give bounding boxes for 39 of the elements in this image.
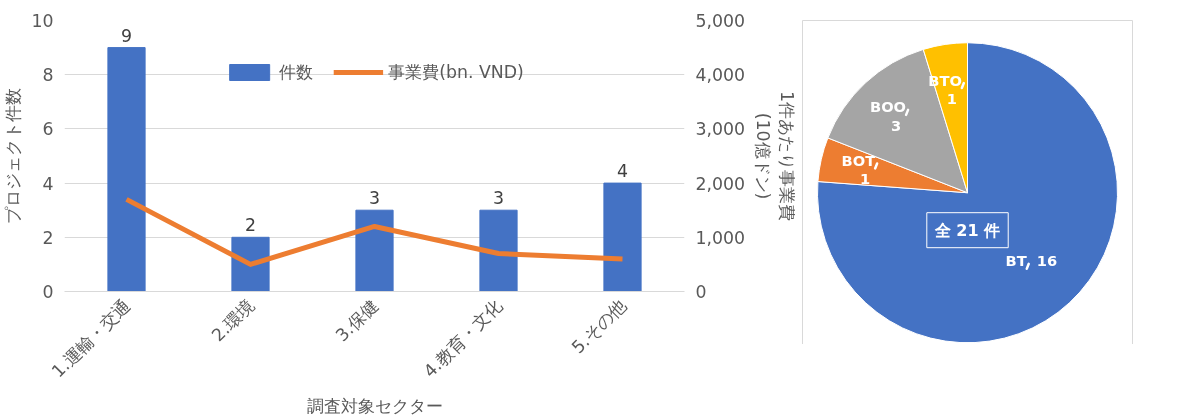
legend-label: 事業費(bn. VND) bbox=[388, 61, 524, 84]
x-tick-label: 5.その他 bbox=[567, 295, 630, 358]
data-label: 4 bbox=[616, 161, 629, 182]
data-label: 2 bbox=[244, 215, 257, 236]
data-label: 9 bbox=[120, 25, 133, 46]
y2-tick-label: 5,000 bbox=[695, 11, 746, 31]
bar bbox=[231, 236, 270, 292]
x-tick-label: 3.保健 bbox=[331, 295, 382, 346]
data-label: 3 bbox=[890, 116, 902, 134]
slice-label: BOO bbox=[869, 98, 907, 116]
bar bbox=[479, 209, 518, 292]
y-tick-label: 6 bbox=[42, 119, 54, 140]
y-tick-label: 8 bbox=[42, 65, 54, 86]
x-tick-label: 4.教育・文化 bbox=[419, 295, 506, 382]
y2-tick-label: 1,000 bbox=[695, 227, 746, 248]
bar bbox=[107, 47, 146, 292]
y2-tick-label: 3,000 bbox=[695, 119, 746, 140]
slice-label: BOT bbox=[841, 151, 876, 169]
bar bbox=[355, 209, 394, 292]
text: 全 21 件 bbox=[933, 220, 1001, 240]
legend-label: 件数 bbox=[279, 61, 314, 84]
y2-tick-label: 2,000 bbox=[695, 173, 746, 194]
y-axis-title: プロジェクト件数 bbox=[3, 88, 24, 224]
slice-label: BT bbox=[1005, 252, 1027, 270]
y2-tick-label: 4,000 bbox=[695, 65, 746, 86]
data-label: 3 bbox=[492, 188, 505, 209]
y-tick-label: 4 bbox=[42, 173, 54, 194]
y2-tick-label: 0 bbox=[695, 282, 707, 302]
y2-axis-title: 1件あたり事業費 (10億ドン) bbox=[753, 90, 798, 222]
x-axis-title: 調査対象セクター bbox=[306, 396, 443, 417]
data-label: 3 bbox=[368, 188, 381, 209]
y-tick-label: 10 bbox=[31, 11, 54, 31]
y-tick-label: 2 bbox=[42, 227, 54, 248]
y-tick-label: 0 bbox=[42, 282, 54, 302]
bar bbox=[603, 182, 642, 292]
x-tick-label: 2.環境 bbox=[207, 295, 258, 346]
data-label: 16 bbox=[1036, 251, 1058, 269]
data-label: 1 bbox=[946, 90, 957, 108]
data-label: 1 bbox=[860, 170, 871, 188]
